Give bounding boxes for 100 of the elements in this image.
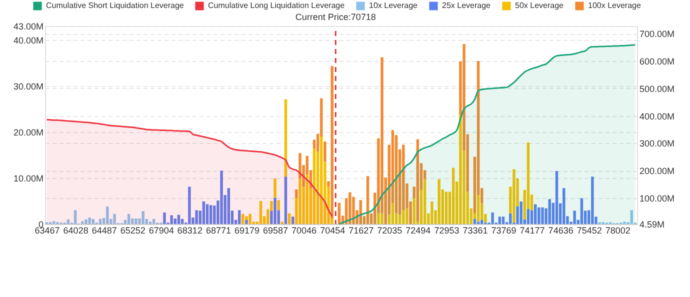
y2-tick-label: 500.00M (640, 84, 675, 94)
bar (66, 219, 70, 224)
bar (391, 203, 394, 224)
bar (106, 206, 109, 224)
bar (295, 189, 298, 198)
bar (298, 178, 302, 224)
bar (188, 186, 191, 224)
bar (444, 192, 448, 224)
bar (573, 210, 576, 224)
legend-label: 100x Leverage (588, 0, 642, 10)
x-tick-label: 78002 (605, 226, 630, 236)
bar (180, 218, 184, 224)
legend-label: Cumulative Long Liquidation Leverage (208, 0, 346, 10)
bar (526, 208, 530, 224)
x-tick-label: 70046 (292, 226, 317, 236)
bar (277, 200, 280, 210)
x-tick-label: 64487 (92, 226, 117, 236)
legend-label: 25x Leverage (442, 0, 492, 10)
y-tick-label: 43.00M (13, 22, 44, 32)
y2-tick-label: 100.00M (640, 193, 675, 204)
y-tick-label: 10.00M (13, 173, 44, 184)
bar (202, 201, 206, 224)
bar (98, 218, 102, 224)
bar (227, 188, 230, 224)
bar (248, 214, 252, 224)
bar (580, 198, 584, 224)
legend-label: 50x Leverage (515, 0, 564, 10)
bar (320, 136, 323, 224)
bar (502, 216, 505, 224)
bar (84, 219, 88, 224)
y2-tick-label: 4.59M (640, 220, 665, 230)
legend-label: Cumulative Short Liquidation Leverage (46, 0, 184, 10)
bar (134, 218, 138, 224)
bar (630, 210, 634, 224)
bar (209, 205, 212, 224)
x-tick-label: 74636 (548, 226, 574, 236)
bar (152, 218, 156, 224)
y-tick-label: 30.00M (13, 81, 44, 92)
bar (491, 212, 494, 224)
bar (438, 179, 440, 224)
bar (274, 198, 276, 224)
bar (512, 169, 516, 223)
bar (412, 198, 416, 224)
bar (406, 208, 408, 224)
x-tick-label: 64028 (63, 226, 88, 236)
bar (170, 215, 173, 224)
bar (541, 207, 544, 224)
x-tick-label: 71627 (348, 226, 374, 236)
bar (452, 168, 455, 224)
bar (88, 218, 91, 224)
bar (220, 170, 223, 224)
bar (242, 214, 244, 224)
y-tick-label: 20.00M (13, 127, 44, 138)
bar (177, 214, 180, 224)
bar (520, 201, 522, 224)
bar (430, 201, 434, 224)
x-tick-label: 68312 (177, 226, 202, 236)
bar (52, 221, 56, 224)
y2-tick-label: 600.00M (640, 56, 675, 67)
x-tick-label: 72035 (377, 226, 402, 236)
legend-label: 10x Leverage (369, 0, 418, 10)
bar (366, 176, 370, 224)
bar (348, 192, 352, 224)
bar (74, 210, 77, 224)
bar (498, 216, 502, 224)
x-tick-label: 73769 (491, 226, 516, 236)
bar (534, 204, 537, 224)
x-tick-label: 65252 (120, 226, 146, 236)
bar (402, 210, 405, 224)
bar (142, 211, 144, 224)
bar (288, 213, 291, 224)
bar (459, 114, 462, 224)
y2-tick-label: 400.00M (640, 111, 675, 122)
x-tick-label: 72494 (406, 226, 431, 236)
x-tick-label: 72953 (434, 226, 460, 236)
bar (245, 216, 248, 220)
bar (274, 178, 276, 198)
bar (377, 213, 380, 224)
x-tick-label: 63467 (34, 226, 60, 236)
bar (330, 66, 334, 218)
bar (555, 171, 558, 224)
x-tick-label: 69587 (263, 226, 288, 236)
x-tick-label: 69179 (234, 226, 260, 236)
x-tick-label: 70454 (320, 226, 346, 236)
x-tick-label: 74177 (520, 226, 545, 236)
bar (562, 188, 566, 224)
bar (292, 216, 294, 224)
bar (259, 200, 262, 224)
bar (548, 199, 551, 224)
x-tick-label: 68771 (206, 226, 231, 236)
bar (206, 204, 209, 224)
bar (423, 179, 426, 224)
bar (131, 218, 134, 224)
bar (163, 212, 166, 224)
bar (174, 218, 177, 224)
x-tick-label: 73361 (462, 226, 488, 236)
y-tick-label: 40.00M (13, 35, 44, 46)
bar (476, 194, 480, 222)
bar (92, 218, 94, 224)
text: Current Price:70718 (295, 12, 376, 22)
